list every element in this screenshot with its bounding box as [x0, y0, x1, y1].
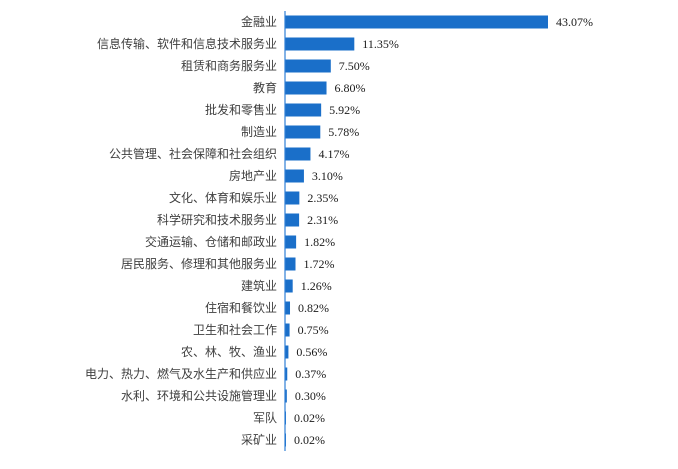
value-label: 5.92% — [329, 103, 360, 117]
bars-layer — [285, 15, 548, 447]
value-label: 6.80% — [335, 81, 366, 95]
value-label: 5.78% — [328, 125, 359, 139]
category-label: 批发和零售业 — [205, 102, 277, 117]
value-label: 3.10% — [312, 169, 343, 183]
category-label: 建筑业 — [241, 278, 277, 293]
category-label: 居民服务、修理和其他服务业 — [121, 256, 277, 271]
value-label: 0.30% — [295, 389, 326, 403]
category-label: 金融业 — [241, 14, 277, 29]
bar-电力-热力-燃气及水生产和供应业 — [285, 367, 288, 381]
value-label: 2.31% — [307, 213, 338, 227]
value-label: 0.02% — [294, 411, 325, 425]
bar-居民服务-修理和其他服务业 — [285, 257, 296, 271]
value-label: 0.37% — [295, 367, 326, 381]
bar-教育 — [285, 81, 327, 95]
category-label: 采矿业 — [241, 433, 277, 447]
bar-建筑业 — [285, 279, 293, 293]
labels-layer: 金融业 43.07% 信息传输、软件和信息技术服务业 11.35% 租赁和商务服务业 7.… — [85, 14, 593, 447]
category-label: 交通运输、仓储和邮政业 — [145, 234, 277, 249]
value-label: 0.82% — [298, 301, 329, 315]
category-label: 房地产业 — [229, 168, 277, 183]
value-label: 0.56% — [296, 345, 327, 359]
category-label: 农、林、牧、渔业 — [181, 345, 277, 359]
value-label: 1.26% — [301, 279, 332, 293]
value-label: 4.17% — [318, 147, 349, 161]
category-label: 军队 — [253, 410, 277, 425]
bar-文化-体育和娱乐业 — [285, 191, 300, 205]
bar-信息传输-软件和信息技术服务业 — [285, 37, 355, 51]
bar-金融业 — [285, 15, 548, 29]
category-label: 卫生和社会工作 — [193, 322, 277, 337]
value-label: 1.82% — [304, 235, 335, 249]
bar-租赁和商务服务业 — [285, 59, 331, 73]
category-label: 科学研究和技术服务业 — [157, 212, 277, 227]
value-label: 0.75% — [298, 323, 329, 337]
category-label: 水利、环境和公共设施管理业 — [121, 388, 277, 403]
bar-住宿和餐饮业 — [285, 301, 291, 315]
bar-水利-环境和公共设施管理业 — [285, 389, 287, 403]
value-label: 43.07% — [556, 15, 593, 29]
bar-科学研究和技术服务业 — [285, 213, 300, 227]
value-label: 7.50% — [339, 59, 370, 73]
bar-农-林-牧-渔业 — [285, 345, 289, 359]
bar-交通运输-仓储和邮政业 — [285, 235, 297, 249]
bar-制造业 — [285, 125, 321, 139]
bar-批发和零售业 — [285, 103, 322, 117]
category-label: 制造业 — [241, 125, 277, 139]
category-label: 住宿和餐饮业 — [205, 300, 277, 315]
bar-公共管理-社会保障和社会组织 — [285, 147, 311, 161]
value-label: 11.35% — [362, 37, 399, 51]
category-label: 租赁和商务服务业 — [181, 58, 277, 73]
value-label: 1.72% — [304, 257, 335, 271]
category-label: 公共管理、社会保障和社会组织 — [109, 146, 277, 161]
category-label: 电力、热力、燃气及水生产和供应业 — [85, 366, 277, 381]
category-label: 信息传输、软件和信息技术服务业 — [97, 36, 277, 51]
category-label: 文化、体育和娱乐业 — [169, 190, 277, 205]
value-label: 2.35% — [307, 191, 338, 205]
bar-卫生和社会工作 — [285, 323, 290, 337]
bar-房地产业 — [285, 169, 304, 183]
value-label: 0.02% — [294, 433, 325, 447]
category-label: 教育 — [253, 80, 277, 95]
